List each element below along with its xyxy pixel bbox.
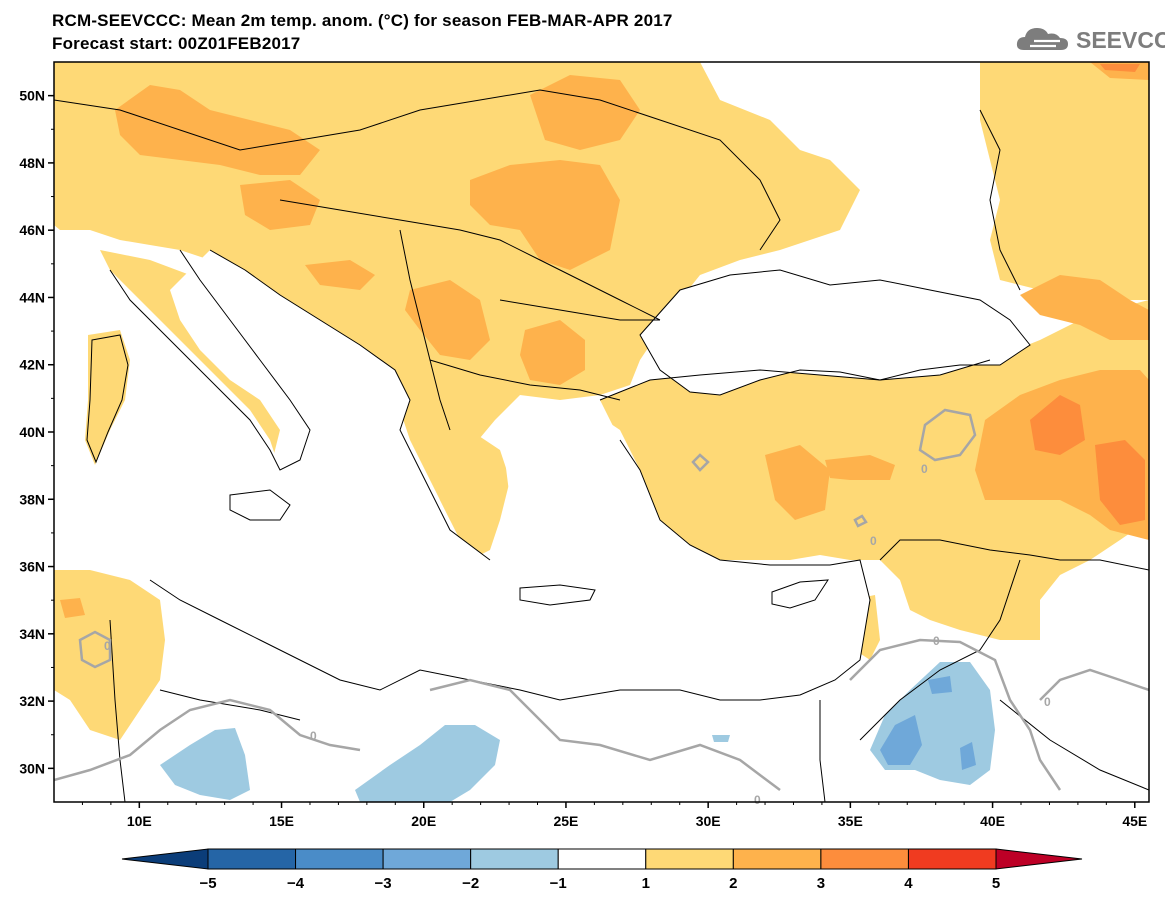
anomaly-shading-3-4 bbox=[1030, 64, 1145, 525]
colorbar-box bbox=[470, 848, 559, 870]
italy-coast bbox=[109, 249, 311, 471]
colorbar: −5 −4 −3 −2 −1 1 2 3 4 5 bbox=[121, 848, 1083, 892]
latitude-axis: 50N 48N 46N 44N 42N 40N 38N 36N 34N 32N 30N bbox=[19, 88, 54, 776]
zero-contours bbox=[54, 408, 1149, 791]
country-border-north bbox=[54, 89, 781, 251]
country-border-iraq bbox=[859, 559, 1021, 741]
cyprus-coast bbox=[771, 579, 829, 609]
country-border-syria bbox=[879, 539, 1149, 571]
lat-tick-label: 42N bbox=[19, 357, 45, 373]
lon-tick-label: 30E bbox=[696, 813, 721, 829]
colorbar-box bbox=[295, 848, 384, 870]
contour-libya bbox=[54, 698, 361, 782]
lat-tick-label: 38N bbox=[19, 491, 45, 507]
anatolia-north-coast bbox=[599, 359, 991, 401]
country-border-danube bbox=[499, 299, 660, 321]
mediterranean-south-coast bbox=[149, 439, 871, 701]
lat-tick-label: 44N bbox=[19, 289, 45, 305]
lat-tick-label: 36N bbox=[19, 559, 45, 575]
colorbar-label: 5 bbox=[992, 875, 1000, 892]
anomaly-shading-neg-2-3 bbox=[880, 676, 976, 770]
colorbar-extend-low bbox=[121, 848, 209, 870]
lat-tick-label: 30N bbox=[19, 760, 45, 776]
longitude-axis: 10E 15E 20E 25E 30E 35E 40E 45E bbox=[81, 802, 1147, 829]
colorbar-label: 4 bbox=[904, 875, 913, 892]
colorbar-label: −3 bbox=[375, 875, 392, 892]
anomaly-shading-2-3 bbox=[60, 62, 1149, 618]
country-border-saudi bbox=[999, 699, 1149, 791]
contour-algeria bbox=[78, 630, 112, 669]
country-border-mid bbox=[279, 199, 661, 321]
colorbar-label: −1 bbox=[550, 875, 567, 892]
colorbar-box bbox=[907, 848, 997, 870]
contour-east bbox=[1039, 668, 1149, 701]
lon-tick-label: 45E bbox=[1122, 813, 1147, 829]
country-border-egypt bbox=[819, 700, 826, 802]
contour-label: 0 bbox=[921, 462, 928, 476]
map-field bbox=[54, 62, 1149, 802]
black-sea-coast bbox=[639, 269, 1031, 396]
seevccc-logo: SEEVCCC bbox=[1016, 22, 1165, 56]
lat-tick-label: 48N bbox=[19, 155, 45, 171]
lon-tick-label: 15E bbox=[269, 813, 294, 829]
forecast-start-label: Forecast start: 00Z01FEB2017 bbox=[52, 34, 301, 53]
lon-tick-label: 40E bbox=[980, 813, 1005, 829]
colorbar-box bbox=[207, 848, 297, 870]
lon-tick-label: 20E bbox=[411, 813, 436, 829]
country-border-russia bbox=[979, 109, 1021, 291]
contour-labels: 0 0 0 0 0 0 0 bbox=[104, 462, 1051, 807]
lat-tick-label: 34N bbox=[19, 626, 45, 642]
lon-tick-label: 10E bbox=[127, 813, 152, 829]
contour-arabia bbox=[849, 638, 1062, 791]
colorbar-label: −2 bbox=[462, 875, 479, 892]
colorbar-box bbox=[732, 848, 822, 870]
colorbar-box bbox=[382, 848, 472, 870]
cloud-logo-icon bbox=[1016, 28, 1068, 50]
contour-small bbox=[691, 453, 710, 472]
logo-text: SEEVCCC bbox=[1076, 27, 1165, 53]
sea-mask bbox=[130, 250, 1030, 700]
colorbar-label: 1 bbox=[642, 875, 650, 892]
contour-small-2 bbox=[853, 514, 868, 528]
country-border-south bbox=[429, 359, 621, 401]
lat-tick-label: 40N bbox=[19, 424, 45, 440]
sicily-coast bbox=[229, 489, 291, 521]
colorbar-label: −4 bbox=[287, 875, 305, 892]
contour-label: 0 bbox=[310, 729, 317, 743]
colorbar-box bbox=[557, 848, 647, 870]
contour-label: 0 bbox=[1044, 695, 1051, 709]
coastlines-borders bbox=[54, 89, 1149, 802]
country-border-balkan bbox=[399, 229, 451, 431]
map-title: RCM-SEEVCCC: Mean 2m temp. anom. (°C) fo… bbox=[52, 11, 673, 30]
contour-label: 0 bbox=[104, 639, 111, 653]
contour-egypt bbox=[429, 678, 781, 791]
contour-turkey bbox=[918, 408, 977, 462]
lat-tick-label: 32N bbox=[19, 693, 45, 709]
lat-tick-label: 46N bbox=[19, 222, 45, 238]
contour-label: 0 bbox=[870, 534, 877, 548]
colorbar-label: 2 bbox=[729, 875, 737, 892]
colorbar-box bbox=[645, 848, 734, 870]
adriatic-coast bbox=[209, 249, 491, 561]
country-border-algeria bbox=[109, 619, 126, 802]
crete-coast bbox=[519, 584, 596, 606]
colorbar-extend-high bbox=[995, 848, 1083, 870]
colorbar-label: 3 bbox=[817, 875, 825, 892]
lon-tick-label: 35E bbox=[838, 813, 863, 829]
sardinia-coast bbox=[86, 334, 129, 464]
contour-label: 0 bbox=[754, 793, 761, 807]
country-border-libya bbox=[159, 689, 301, 721]
colorbar-box bbox=[820, 848, 909, 870]
lat-tick-label: 50N bbox=[19, 88, 45, 104]
contour-label: 0 bbox=[933, 634, 940, 648]
lon-tick-label: 25E bbox=[553, 813, 578, 829]
colorbar-label: −5 bbox=[199, 875, 216, 892]
